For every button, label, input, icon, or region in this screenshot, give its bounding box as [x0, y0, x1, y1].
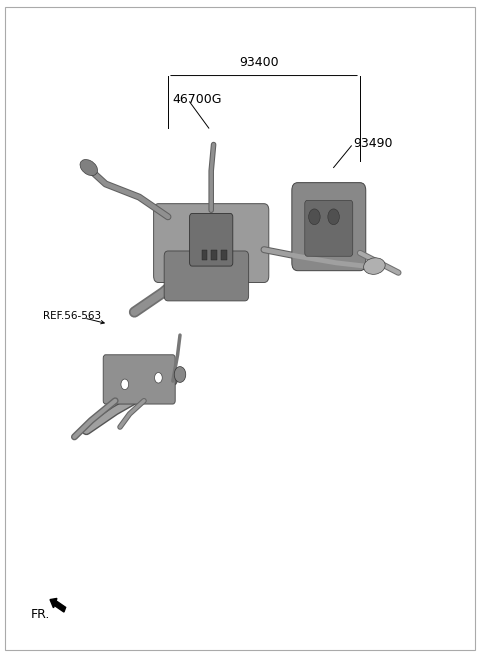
FancyBboxPatch shape	[305, 200, 353, 256]
Text: 93400: 93400	[240, 56, 279, 69]
FancyArrow shape	[50, 599, 66, 612]
Text: 93490: 93490	[353, 137, 392, 150]
Ellipse shape	[364, 258, 385, 275]
Text: 46700G: 46700G	[173, 93, 222, 106]
Circle shape	[328, 209, 339, 225]
Circle shape	[155, 373, 162, 383]
FancyBboxPatch shape	[154, 204, 269, 283]
Circle shape	[174, 367, 186, 382]
Circle shape	[121, 379, 129, 390]
Text: REF.56-563: REF.56-563	[43, 311, 101, 321]
FancyBboxPatch shape	[190, 214, 233, 266]
Ellipse shape	[80, 160, 97, 175]
Bar	[221, 250, 227, 260]
Circle shape	[309, 209, 320, 225]
FancyBboxPatch shape	[292, 183, 366, 271]
Bar	[211, 250, 217, 260]
Bar	[202, 250, 207, 260]
Text: FR.: FR.	[31, 608, 50, 621]
FancyBboxPatch shape	[103, 355, 175, 404]
FancyBboxPatch shape	[164, 251, 249, 301]
